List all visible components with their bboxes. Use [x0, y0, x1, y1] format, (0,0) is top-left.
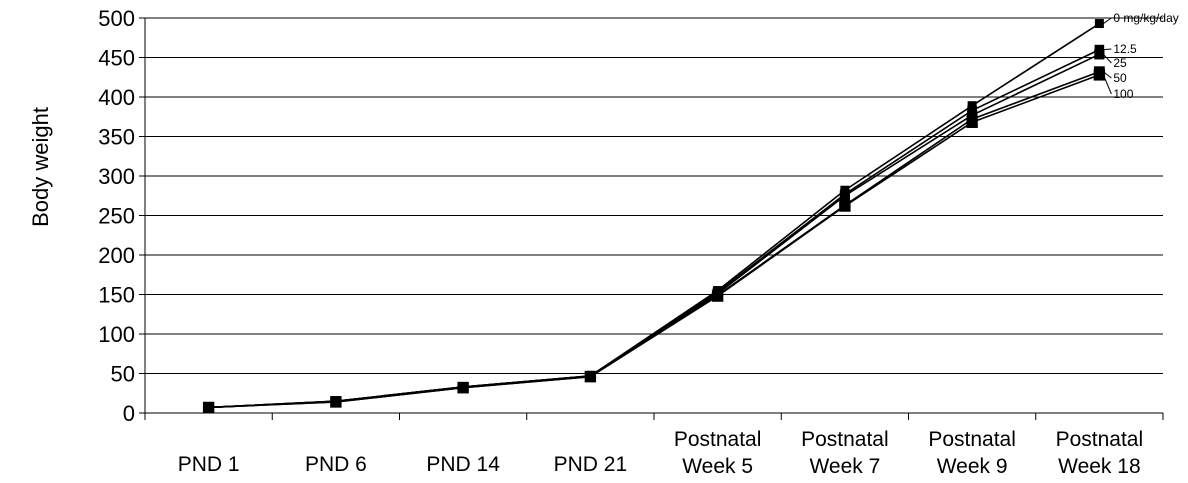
y-tick-label: 200 [98, 243, 135, 268]
y-tick-label: 100 [98, 322, 135, 347]
y-tick-label: 300 [98, 164, 135, 189]
y-tick-label: 50 [111, 362, 135, 387]
y-tick-label: 250 [98, 204, 135, 229]
data-point [966, 116, 978, 128]
data-point [1093, 69, 1106, 81]
data-point [457, 382, 469, 394]
data-point [330, 396, 342, 408]
y-tick-label: 450 [98, 46, 135, 71]
data-point [584, 370, 597, 383]
x-tick-label: PND 6 [305, 453, 367, 476]
series-line [208, 70, 1100, 409]
series-label-leader [1103, 71, 1112, 79]
data-point [711, 290, 724, 302]
series-label: 100 [1113, 87, 1133, 101]
y-tick-label: 400 [98, 85, 135, 110]
series-lines [208, 22, 1100, 409]
data-point [202, 401, 215, 414]
x-tick-label: Postnatal Week 18 [1056, 428, 1144, 478]
series-line [208, 53, 1100, 409]
series-label-leader [1103, 54, 1112, 64]
x-tick-label: PND 1 [178, 453, 240, 476]
series-label-leader [1103, 48, 1112, 51]
x-tick-label: Postnatal Week 7 [801, 428, 889, 478]
series-line [208, 74, 1100, 409]
series-label: 0 mg/kg/day [1113, 11, 1178, 25]
y-tick-label: 350 [98, 125, 135, 150]
series-label: 12.5 [1113, 42, 1137, 56]
series-label: 50 [1113, 71, 1127, 85]
x-axis: PND 1 PND 6 PND 14 PND 21 Postnatal Week 5 Pos… [144, 412, 1164, 478]
x-tick-label: Postnatal Week 9 [928, 428, 1016, 478]
gridlines [145, 17, 1163, 374]
series-label-leader [1102, 74, 1112, 95]
data-point [1094, 19, 1104, 29]
data-point [839, 190, 850, 201]
x-tick-label: PND 21 [554, 453, 628, 476]
data-point [1094, 49, 1105, 60]
data-point [839, 200, 851, 212]
series-label: 25 [1113, 56, 1127, 70]
x-tick-label: Postnatal Week 5 [674, 428, 762, 478]
x-tick-label: PND 14 [426, 453, 500, 476]
series-markers [202, 19, 1106, 414]
series-label-leader [1103, 17, 1112, 24]
y-tick-label: 150 [98, 283, 135, 308]
series-line [208, 48, 1100, 409]
y-axis-title: Body weight [28, 107, 53, 227]
y-axis: 0 50 100 150 200 250 300 350 400 450 500 [98, 6, 146, 426]
y-tick-label: 0 [123, 401, 135, 426]
y-tick-label: 500 [98, 6, 135, 31]
